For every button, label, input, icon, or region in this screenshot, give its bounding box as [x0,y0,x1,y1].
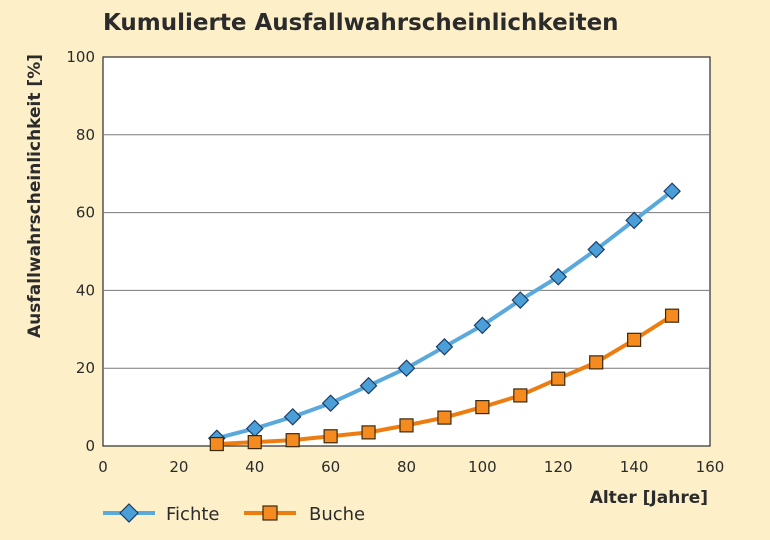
data-point-fichte [511,291,530,309]
y-tick-label: 100 [66,48,95,66]
legend-label-buche: Buche [309,504,365,525]
data-point-buche [323,429,338,444]
data-point-buche [285,433,300,448]
y-tick-label: 40 [76,281,95,299]
x-tick-label: 60 [321,458,340,476]
data-point-fichte [549,267,568,286]
gridlines [103,134,710,369]
legend: Fichte Buche [103,503,365,525]
data-point-fichte [473,316,492,335]
x-tick-label: 100 [468,458,497,476]
x-tick-label: 40 [245,458,264,476]
diamond-marker-icon [119,503,139,523]
legend-item-buche: Buche [244,504,365,525]
x-tick-label: 140 [620,458,649,476]
chart-title: Kumulierte Ausfallwahrscheinlichkeiten [103,10,619,36]
data-point-buche [664,308,680,323]
data-point-fichte [321,394,340,413]
data-point-buche [247,435,262,450]
plot-area [102,56,711,447]
data-point-fichte [587,240,606,259]
legend-label-fichte: Fichte [166,504,219,525]
x-axis-title: Alter [Jahre] [590,488,708,508]
series-layer [207,182,681,452]
y-tick-labels: 0 20 40 60 80 100 [66,48,95,455]
data-point-buche [589,355,604,370]
x-tick-label: 20 [169,458,188,476]
data-point-buche [399,418,414,433]
data-point-buche [513,388,528,403]
data-point-fichte [663,182,681,201]
data-point-buche [361,425,376,440]
data-point-fichte [397,359,416,378]
x-tick-label: 120 [544,458,573,476]
data-point-fichte [625,211,643,230]
data-point-buche [475,400,490,415]
y-tick-label: 80 [76,126,95,144]
legend-item-fichte: Fichte [103,503,219,525]
y-tick-label: 60 [76,204,95,222]
data-point-fichte [283,407,302,426]
data-point-fichte [359,376,378,395]
y-tick-label: 20 [76,359,95,377]
data-point-buche [209,436,224,452]
data-point-buche [627,332,642,347]
data-point-buche [437,410,452,425]
square-marker-icon [262,505,278,521]
x-tick-label: 0 [98,458,108,476]
data-point-buche [551,371,566,386]
x-tick-label: 160 [696,458,725,476]
x-tick-label: 80 [397,458,416,476]
data-point-fichte [435,337,454,356]
x-tick-labels: 0 20 40 60 80 100 120 140 160 [98,458,724,476]
y-axis-title: Ausfallwahrscheinlichkeit [%] [25,54,45,338]
y-tick-label: 0 [85,437,95,455]
